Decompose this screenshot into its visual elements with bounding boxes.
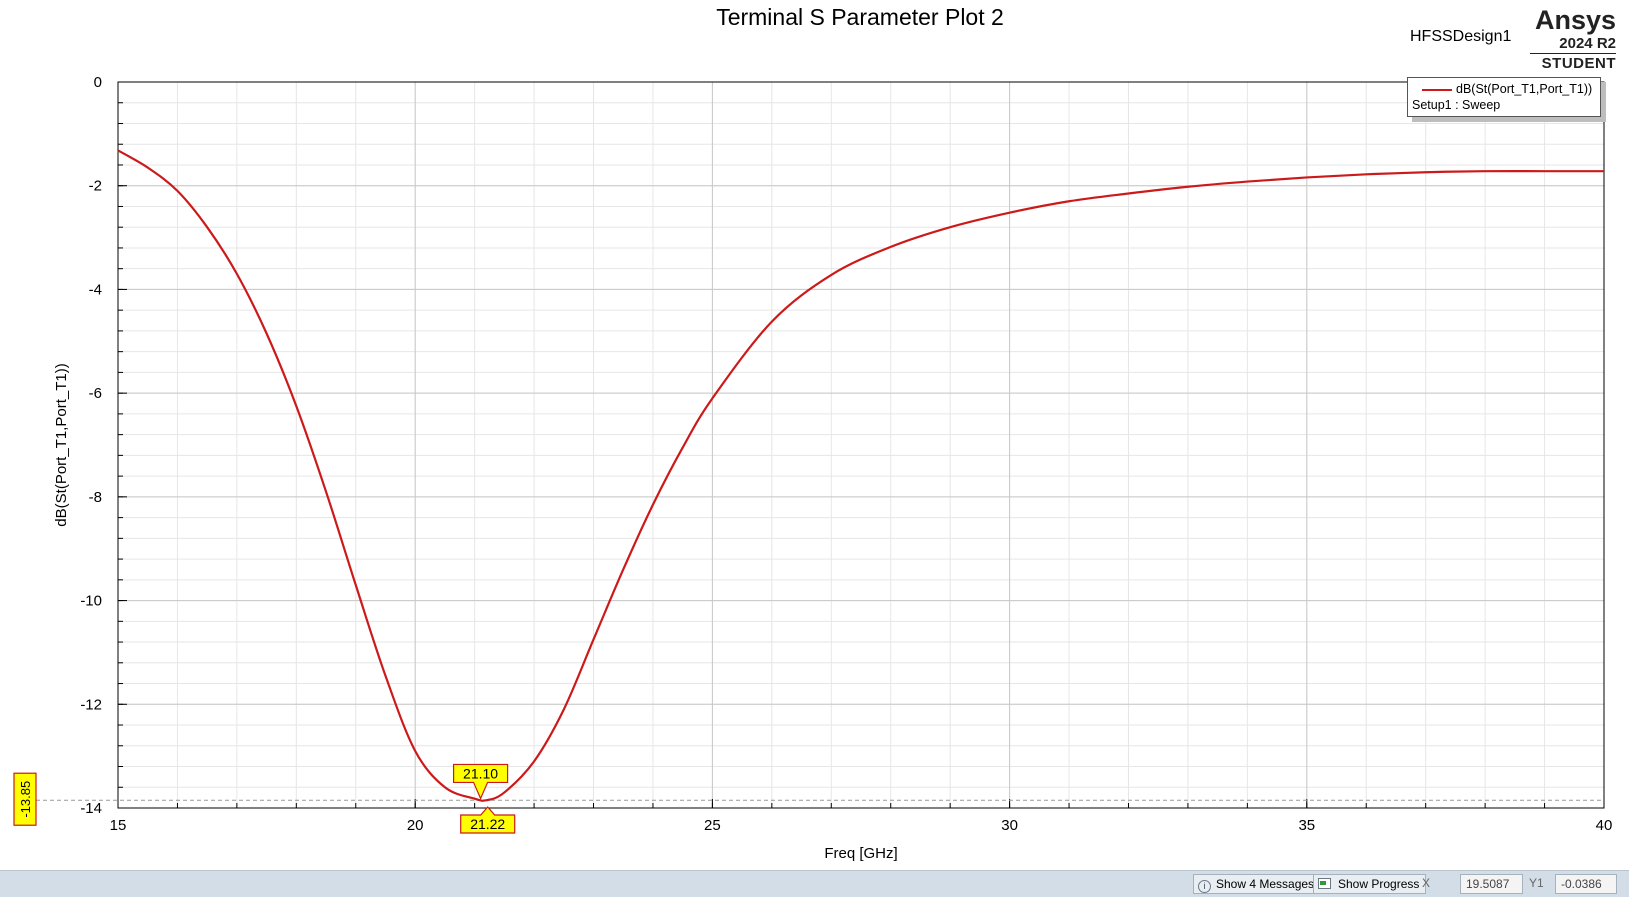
- y-tick-label: -10: [80, 593, 102, 610]
- x-marker-1-callout: [452, 763, 509, 800]
- brand-edition: STUDENT: [1541, 55, 1616, 72]
- show-messages-label: Show 4 Messages: [1216, 877, 1315, 891]
- x-marker-2-callout: [460, 806, 516, 834]
- x-marker-label-2[interactable]: 21.22: [460, 806, 516, 834]
- show-progress-label: Show Progress: [1338, 877, 1420, 891]
- brand-logo: Ansys 2024 R2 STUDENT: [1530, 4, 1616, 74]
- legend[interactable]: dB(St(Port_T1,Port_T1)) Setup1 : Sweep: [1407, 77, 1601, 117]
- brand-name: Ansys: [1534, 5, 1616, 35]
- y-marker-value: -13.85: [18, 781, 33, 818]
- y-marker-label[interactable]: -13.85: [13, 772, 37, 826]
- series-line-s11[interactable]: [117, 149, 1604, 802]
- y-tick-label: -6: [89, 385, 102, 402]
- y-tick-label: -8: [89, 489, 102, 506]
- y-tick-labels: 0 -2 -4 -6 -8 -10 -12 -14: [80, 74, 102, 817]
- major-grid: [117, 81, 1605, 809]
- y-marker-callout: [13, 772, 37, 826]
- x-tick-label: 20: [407, 817, 424, 834]
- legend-setup-label: Setup1 : Sweep: [1412, 98, 1501, 112]
- x-coord-field[interactable]: 19.5087: [1460, 874, 1523, 894]
- plot-area[interactable]: 15 20 25 30 35 40 0 -2 -4 -6 -8 -10 -12 -14 Freq [GH…: [0, 0, 1629, 870]
- x-marker-2-value: 21.22: [470, 816, 505, 832]
- legend-swatch: [1422, 89, 1452, 91]
- legend-series-label: dB(St(Port_T1,Port_T1)): [1456, 82, 1593, 96]
- chart-title: Terminal S Parameter Plot 2: [716, 4, 1004, 30]
- design-name: HFSSDesign1: [1410, 28, 1512, 45]
- x-axis-label: Freq [GHz]: [824, 845, 897, 862]
- y-coord-label: Y1: [1529, 876, 1544, 890]
- brand-version: 2024 R2: [1530, 36, 1616, 54]
- x-coord-label: X: [1422, 876, 1431, 890]
- y-tick-label: -2: [89, 178, 102, 195]
- plot-frame: [117, 81, 1605, 809]
- info-icon: i: [1198, 880, 1211, 893]
- x-tick-label: 25: [704, 817, 721, 834]
- show-progress-button[interactable]: Show Progress: [1313, 874, 1427, 894]
- y-axis-label: dB(St(Port_T1,Port_T1)): [53, 363, 70, 526]
- plot-canvas[interactable]: 15 20 25 30 35 40 0 -2 -4 -6 -8 -10 -12 -14 Freq [GH…: [0, 0, 1629, 870]
- progress-icon: [1318, 878, 1331, 889]
- show-messages-button[interactable]: i Show 4 Messages: [1193, 874, 1322, 894]
- y-coord-field[interactable]: -0.0386: [1555, 874, 1617, 894]
- y-tick-label: -14: [80, 800, 102, 817]
- x-tick-label: 40: [1596, 817, 1613, 834]
- x-tick-label: 15: [110, 817, 127, 834]
- y-tick-label: 0: [94, 74, 102, 91]
- x-marker-label-1[interactable]: 21.10: [452, 763, 509, 800]
- y-tick-label: -12: [80, 696, 102, 713]
- minor-grid: [117, 81, 1605, 809]
- axis-ticks: [117, 81, 1605, 809]
- x-marker-1-value: 21.10: [463, 765, 498, 781]
- x-tick-label: 35: [1298, 817, 1315, 834]
- x-tick-labels: 15 20 25 30 35 40: [110, 817, 1613, 834]
- status-bar: i Show 4 Messages Show Progress X 19.5087…: [0, 870, 1629, 897]
- y-tick-label: -4: [89, 281, 102, 298]
- x-tick-label: 30: [1001, 817, 1018, 834]
